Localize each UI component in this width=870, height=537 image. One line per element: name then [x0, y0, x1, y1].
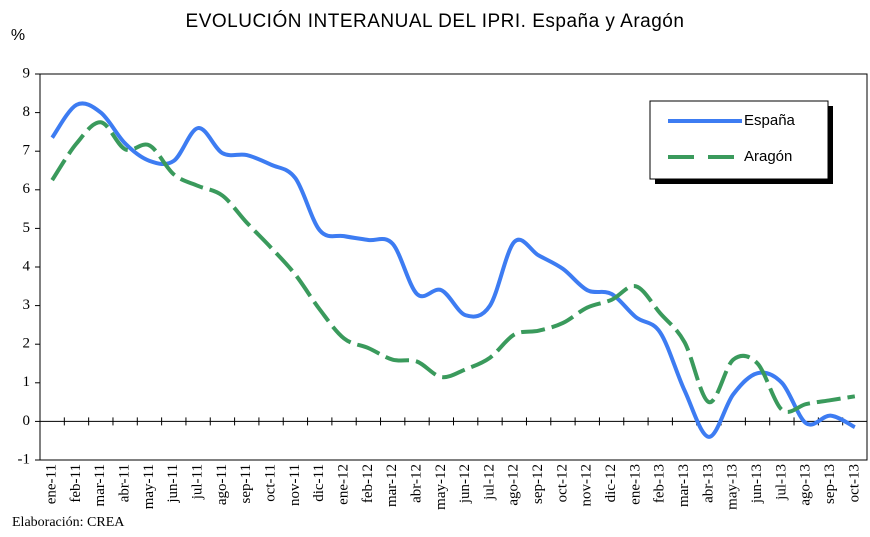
x-tick-label: ene-11	[44, 464, 60, 504]
x-tick-label: mar-11	[92, 464, 108, 506]
x-tick-label: ene-12	[335, 464, 351, 505]
x-tick-label: sep-12	[530, 464, 546, 504]
footer: Elaboración: CREA	[12, 515, 125, 530]
x-tick-label: mar-13	[676, 464, 692, 507]
y-tick-label: 5	[23, 220, 31, 236]
y-tick-label: 9	[23, 65, 31, 81]
y-tick-label: 3	[23, 297, 31, 313]
x-tick-label: dic-12	[603, 464, 619, 502]
x-tick-label: jul-12	[481, 464, 497, 501]
x-tick-label: may-13	[725, 464, 741, 510]
x-tick-label: dic-11	[311, 464, 327, 502]
legend	[649, 100, 829, 180]
y-axis-label: %	[11, 27, 25, 44]
x-tick-label: abr-11	[117, 464, 133, 502]
x-tick-label: may-12	[433, 464, 449, 510]
y-tick-label: 4	[23, 258, 31, 274]
x-tick-label: sep-13	[822, 464, 838, 504]
x-tick-label: oct-13	[846, 464, 862, 502]
series-line	[50, 101, 856, 439]
y-tick-label: 7	[23, 143, 31, 159]
x-tick-label: abr-12	[408, 464, 424, 503]
y-tick-label: 0	[23, 413, 31, 429]
x-tick-label: jun-13	[749, 464, 765, 504]
x-tick-label: feb-11	[68, 464, 84, 503]
x-tick-label: feb-13	[652, 464, 668, 503]
legend-label: España	[744, 112, 796, 129]
x-tick-label: sep-11	[238, 464, 254, 503]
legend-label: Aragón	[744, 148, 792, 165]
x-tick-label: may-11	[141, 464, 157, 509]
x-tick-label: ene-13	[627, 464, 643, 505]
x-tick-label: jun-11	[165, 464, 181, 504]
x-tick-label: oct-11	[263, 464, 279, 502]
x-tick-label: ago-11	[214, 464, 230, 505]
x-tick-label: mar-12	[384, 464, 400, 507]
x-tick-label: feb-12	[360, 464, 376, 503]
x-tick-label: nov-11	[287, 464, 303, 506]
y-tick-label: 6	[23, 181, 31, 197]
x-tick-label: jul-13	[773, 464, 789, 501]
chart-title: EVOLUCIÓN INTERANUAL DEL IPRI. España y …	[186, 10, 685, 32]
y-tick-label: 2	[23, 336, 31, 352]
x-tick-label: jun-12	[457, 464, 473, 504]
x-tick-label: abr-13	[700, 464, 716, 503]
y-tick-label: 8	[23, 104, 31, 120]
y-tick-label: -1	[18, 451, 31, 467]
x-tick-label: ago-13	[798, 464, 814, 506]
x-tick-label: oct-12	[554, 464, 570, 502]
x-tick-label: ago-12	[506, 464, 522, 506]
series-line	[50, 120, 856, 414]
x-tick-label: nov-12	[579, 464, 595, 507]
x-tick-label: jul-11	[190, 464, 206, 500]
y-tick-label: 1	[23, 374, 31, 390]
